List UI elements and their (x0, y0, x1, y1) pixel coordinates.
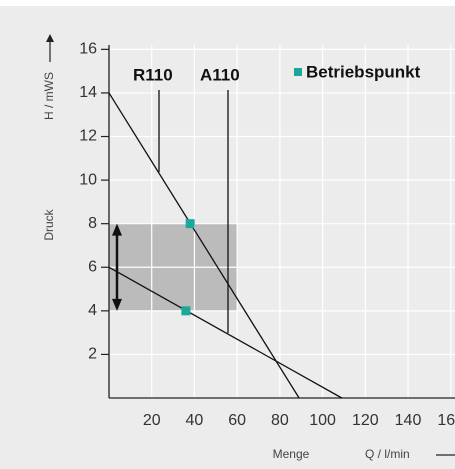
x-axis-unit: Q / l/min (365, 447, 410, 461)
series-label: A110 (200, 65, 240, 84)
y-tick-label: 12 (79, 128, 97, 145)
arrowhead (112, 298, 122, 311)
y-axis-unit: H / mWS (42, 72, 56, 120)
x-tick-label: 100 (309, 412, 336, 429)
operating-point (181, 306, 191, 316)
y-tick-label: 6 (88, 258, 97, 275)
x-tick-label: 140 (395, 412, 422, 429)
y-tick-label: 10 (79, 171, 97, 188)
y-tick-label: 14 (79, 84, 97, 101)
x-tick-label: 60 (228, 412, 246, 429)
y-tick-label: 2 (88, 346, 97, 363)
x-tick-label: 80 (271, 412, 289, 429)
y-axis-label: Druck (42, 208, 56, 240)
x-tick-label: 40 (186, 412, 204, 429)
x-tick-label: 20 (143, 412, 161, 429)
operating-point (185, 219, 195, 229)
arrowhead (112, 223, 122, 236)
series-label: R110 (133, 65, 173, 84)
y-tick-label: 4 (88, 302, 97, 319)
series-line (108, 266, 343, 399)
y-tick-label: 8 (88, 215, 97, 232)
y-arrowhead (46, 34, 54, 42)
x-tick-label: 120 (352, 412, 379, 429)
plot-area (109, 45, 455, 398)
series-line (108, 92, 300, 399)
x-tick-label: 160 (437, 412, 455, 429)
legend-marker (294, 68, 302, 76)
y-tick-label: 16 (79, 41, 97, 58)
x-axis-label: Menge (273, 447, 310, 461)
legend-label: Betriebspunkt (306, 62, 421, 81)
